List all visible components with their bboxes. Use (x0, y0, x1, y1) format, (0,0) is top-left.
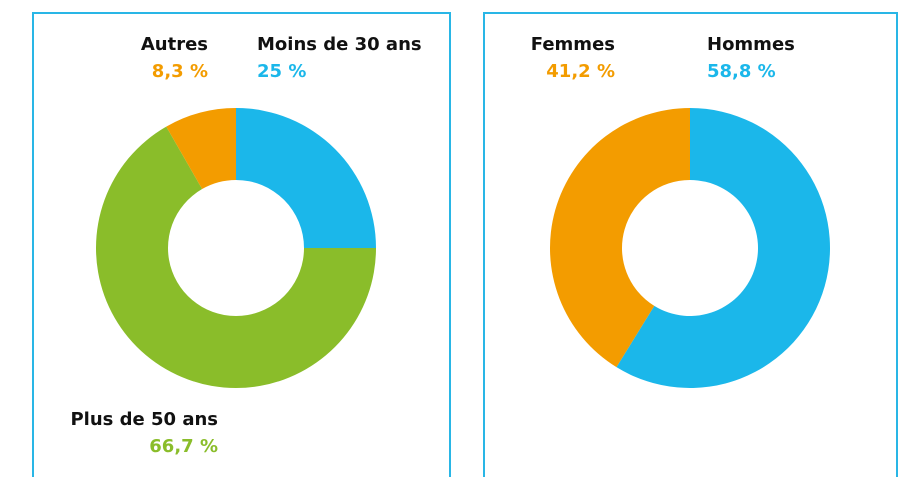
segment-name: Plus de 50 ans (70, 409, 218, 430)
segment-name: Autres (141, 34, 208, 55)
donut-segment (166, 108, 236, 190)
donut-segment (95, 126, 376, 388)
segment-name: Hommes (707, 34, 795, 55)
panel-frame (483, 12, 898, 477)
donut-segment (616, 108, 830, 388)
donut-segment (236, 108, 376, 248)
segment-value: 25 % (257, 61, 306, 82)
segment-name: Moins de 30 ans (257, 34, 422, 55)
panel-frame (32, 12, 451, 477)
segment-value: 41,2 % (546, 61, 615, 82)
segment-value: 66,7 % (149, 436, 218, 457)
donut-segment (550, 108, 690, 368)
segment-value: 58,8 % (707, 61, 776, 82)
segment-value: 8,3 % (152, 61, 208, 82)
segment-name: Femmes (531, 34, 615, 55)
